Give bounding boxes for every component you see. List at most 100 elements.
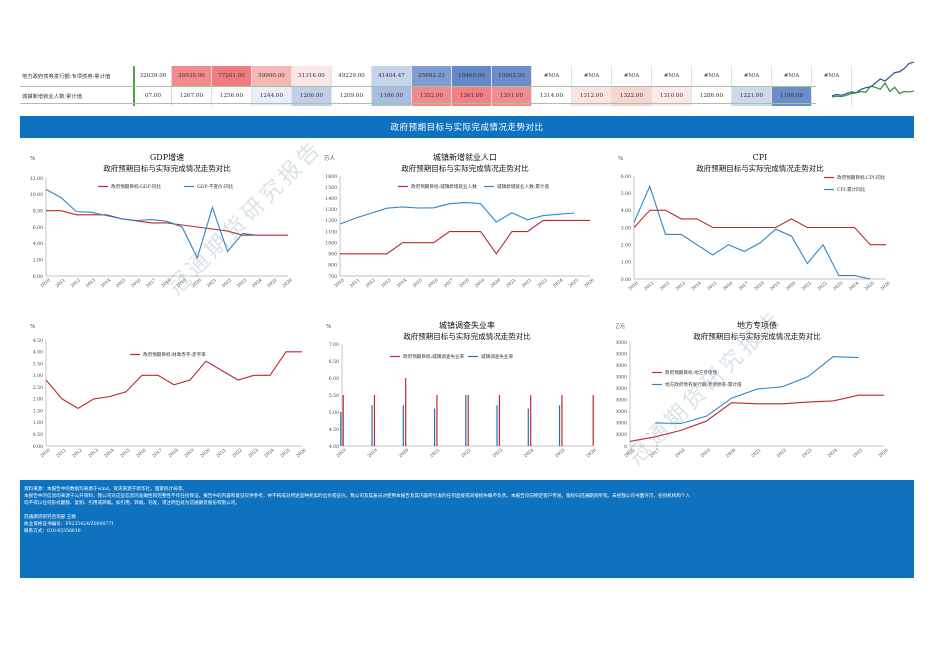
bar [592, 395, 594, 446]
y-tick-label: 1.00 [621, 260, 631, 266]
legend-label: 政府预期目标:财政赤字:赤字率 [143, 351, 206, 358]
x-tick-label: 2024 [523, 448, 535, 459]
legend-label: 政府预期目标:GDP:同比 [111, 183, 162, 190]
table-cell: 41404.47 [372, 66, 412, 86]
y-tick-label: 900 [328, 252, 337, 258]
row-label: 地方政府债券发行额:专项债券:累计值 [22, 74, 111, 80]
chart-title: 城镇调查失业率 [439, 320, 495, 330]
table-cell: 26939.00 [172, 66, 212, 86]
legend-label: 政府预期目标:城镇调查失业率 [403, 353, 465, 360]
x-tick-label: 2024 [264, 448, 276, 459]
bar [561, 395, 563, 446]
x-tick-label: 2013 [85, 278, 97, 289]
bar [465, 395, 467, 446]
x-tick-label: 2022 [776, 448, 788, 459]
section-banner-title: 政府预期目标与实际完成情况走势对比 [390, 123, 544, 133]
x-tick-label: 2019 [336, 448, 348, 459]
table-cell: 1186.00 [372, 86, 412, 106]
y-tick-label: 1100 [325, 229, 337, 235]
y-tick-label: 7.00 [329, 342, 339, 348]
x-tick-label: 2014 [691, 281, 703, 292]
x-tick-label: 2024 [252, 278, 264, 289]
table-cell [812, 86, 852, 106]
sparkline-series-2 [831, 82, 915, 98]
footer-line: 联系方式：010-85356618 [24, 529, 81, 534]
x-tick-label: 2024 [848, 281, 860, 292]
x-tick-label: 2020 [398, 448, 410, 459]
bar [467, 395, 469, 446]
x-tick-label: 2017 [146, 278, 158, 289]
y-tick-label: 3.00 [33, 373, 43, 379]
bar [433, 408, 436, 446]
x-tick-label: 2019 [176, 278, 188, 289]
y-tick-label: 3.50 [33, 361, 43, 367]
y-tick-label: 0.00 [33, 274, 43, 280]
x-tick-label: 2019 [474, 278, 486, 289]
y-tick-label: 2.00 [621, 242, 631, 248]
x-tick-label: 2019 [184, 448, 196, 459]
x-tick-label: 2025 [267, 278, 279, 289]
y-tick-label: 0 [624, 444, 627, 450]
x-tick-label: 2018 [675, 448, 687, 459]
x-tick-label: 2017 [152, 448, 164, 459]
x-tick-label: 2024 [553, 278, 565, 289]
x-tick-label: 2022 [521, 278, 533, 289]
table-cell: 1221.00 [732, 86, 772, 106]
x-tick-label: 2019 [700, 448, 712, 459]
x-tick-label: 2025 [280, 448, 292, 459]
x-tick-label: 2023 [833, 281, 845, 292]
x-tick-label: 2020 [191, 278, 203, 289]
table-cell: #N/A [532, 66, 572, 86]
table-cell: 1209.00 [332, 86, 372, 106]
y-tick-label: 50000 [616, 386, 627, 392]
chart-subtitle: 政府预期目标与实际完成情况走势对比 [103, 163, 231, 173]
y-tick-label: 90000 [616, 340, 627, 346]
y-tick-label: 1600 [325, 174, 337, 180]
table-cell: #N/A [812, 66, 852, 86]
x-tick-label: 2019 [367, 448, 379, 459]
y-tick-label: 1300 [325, 207, 337, 213]
chart-title: 地方专项债 [737, 320, 777, 330]
x-tick-label: 2021 [430, 448, 442, 459]
bar [342, 395, 344, 446]
y-tick-label: 5.00 [621, 191, 631, 197]
y-tick-label: 0.00 [621, 277, 631, 283]
legend-label: 城镇新增就业人数:累计值 [497, 183, 549, 190]
y-tick-label: 2.00 [33, 397, 43, 403]
x-tick-label: 2011 [349, 278, 361, 289]
y-tick-label: 12.00 [30, 176, 43, 182]
axis-unit: % [618, 156, 623, 162]
x-tick-label: 2017 [443, 278, 455, 289]
table-cell: 1206.00 [292, 86, 332, 106]
series-line [45, 351, 302, 409]
x-tick-label: 2026 [584, 278, 596, 289]
y-tick-label: 4.00 [329, 444, 339, 450]
bar [558, 405, 561, 446]
table-cell: 1351.00 [492, 86, 532, 106]
y-tick-label: 30000 [616, 409, 627, 415]
y-tick-label: 4.00 [33, 350, 43, 356]
x-tick-label: 2026 [586, 448, 598, 459]
x-tick-label: 2012 [72, 448, 84, 459]
bar [527, 408, 529, 446]
row-border [133, 66, 135, 86]
x-tick-label: 2018 [754, 281, 766, 292]
table-cell: 19460.00 [452, 66, 492, 86]
bar [436, 395, 438, 446]
series-line [45, 188, 258, 260]
x-tick-label: 2011 [644, 281, 656, 292]
row-first-value: 32039.00 [135, 66, 172, 86]
x-tick-label: 2021 [801, 281, 813, 292]
table-cell: 1168.00 [772, 86, 812, 106]
legend-label: 政府预期目标:城镇新增就业人数 [411, 183, 477, 190]
table-cell: 1312.00 [572, 86, 612, 106]
series-line [46, 210, 288, 236]
chart-title: GDP增速 [150, 152, 184, 162]
table-cell: #N/A [572, 66, 612, 86]
x-tick-label: 2013 [675, 281, 687, 292]
x-tick-label: 2025 [852, 448, 864, 459]
x-tick-label: 2026 [296, 448, 308, 459]
x-tick-label: 2023 [802, 448, 814, 459]
